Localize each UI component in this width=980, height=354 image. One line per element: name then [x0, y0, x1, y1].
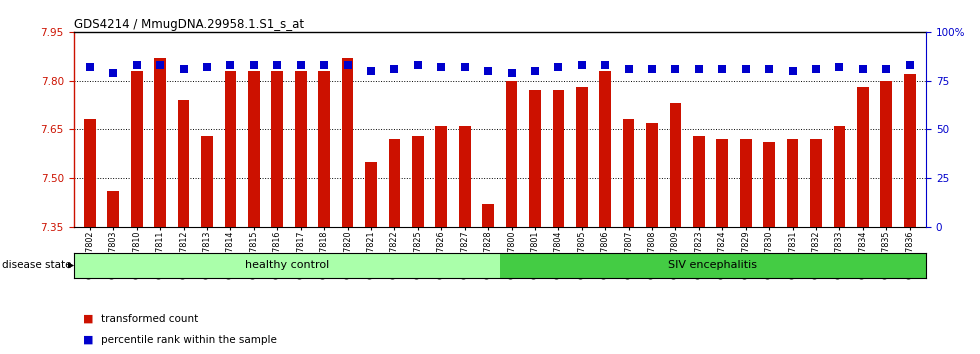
Point: [410, 62, 425, 68]
Bar: [857, 87, 868, 227]
Point: [82, 64, 98, 70]
Text: percentile rank within the sample: percentile rank within the sample: [101, 335, 276, 345]
Point: [714, 66, 730, 72]
Bar: [131, 71, 143, 227]
Point: [644, 66, 660, 72]
Bar: [787, 139, 799, 227]
Text: transformed count: transformed count: [101, 314, 198, 324]
Point: [270, 62, 285, 68]
Point: [667, 66, 683, 72]
Bar: [271, 71, 283, 227]
Bar: [459, 126, 470, 227]
Bar: [342, 58, 354, 227]
Bar: [763, 142, 775, 227]
Bar: [295, 71, 307, 227]
Point: [527, 68, 543, 74]
Bar: [693, 136, 705, 227]
Bar: [388, 139, 400, 227]
Bar: [904, 74, 915, 227]
Point: [129, 62, 145, 68]
Bar: [553, 90, 564, 227]
Bar: [366, 162, 377, 227]
Point: [620, 66, 636, 72]
Point: [246, 62, 262, 68]
Bar: [74, 253, 500, 278]
Point: [293, 62, 309, 68]
Bar: [880, 81, 892, 227]
Bar: [177, 100, 189, 227]
Bar: [600, 71, 612, 227]
Point: [551, 64, 566, 70]
Bar: [84, 120, 96, 227]
Point: [855, 66, 870, 72]
Point: [433, 64, 449, 70]
Point: [832, 64, 848, 70]
Point: [317, 62, 332, 68]
Bar: [576, 87, 588, 227]
Point: [199, 64, 215, 70]
Bar: [224, 71, 236, 227]
Point: [106, 70, 122, 76]
Point: [504, 70, 519, 76]
Bar: [412, 136, 423, 227]
Text: healthy control: healthy control: [245, 261, 328, 270]
Text: GDS4214 / MmugDNA.29958.1.S1_s_at: GDS4214 / MmugDNA.29958.1.S1_s_at: [74, 18, 304, 31]
Text: SIV encephalitis: SIV encephalitis: [668, 261, 758, 270]
Bar: [834, 126, 846, 227]
Bar: [482, 204, 494, 227]
Point: [364, 68, 379, 74]
Point: [175, 66, 191, 72]
Bar: [669, 103, 681, 227]
Point: [457, 64, 472, 70]
Text: disease state: disease state: [2, 261, 72, 270]
Bar: [318, 71, 330, 227]
Point: [761, 66, 777, 72]
Bar: [646, 123, 658, 227]
Bar: [108, 191, 120, 227]
Text: ■: ■: [83, 335, 94, 345]
Point: [574, 62, 590, 68]
Bar: [435, 126, 447, 227]
Point: [386, 66, 402, 72]
Bar: [810, 139, 822, 227]
Bar: [248, 71, 260, 227]
Bar: [622, 120, 634, 227]
Point: [808, 66, 824, 72]
Point: [152, 62, 168, 68]
Point: [222, 62, 238, 68]
Bar: [716, 139, 728, 227]
Point: [902, 62, 917, 68]
Bar: [529, 90, 541, 227]
Bar: [500, 253, 926, 278]
Point: [340, 62, 356, 68]
Point: [738, 66, 754, 72]
Bar: [201, 136, 213, 227]
Point: [598, 62, 613, 68]
Text: ■: ■: [83, 314, 94, 324]
Point: [480, 68, 496, 74]
Bar: [506, 81, 517, 227]
Point: [691, 66, 707, 72]
Bar: [740, 139, 752, 227]
Point: [878, 66, 894, 72]
Bar: [154, 58, 166, 227]
Point: [785, 68, 801, 74]
